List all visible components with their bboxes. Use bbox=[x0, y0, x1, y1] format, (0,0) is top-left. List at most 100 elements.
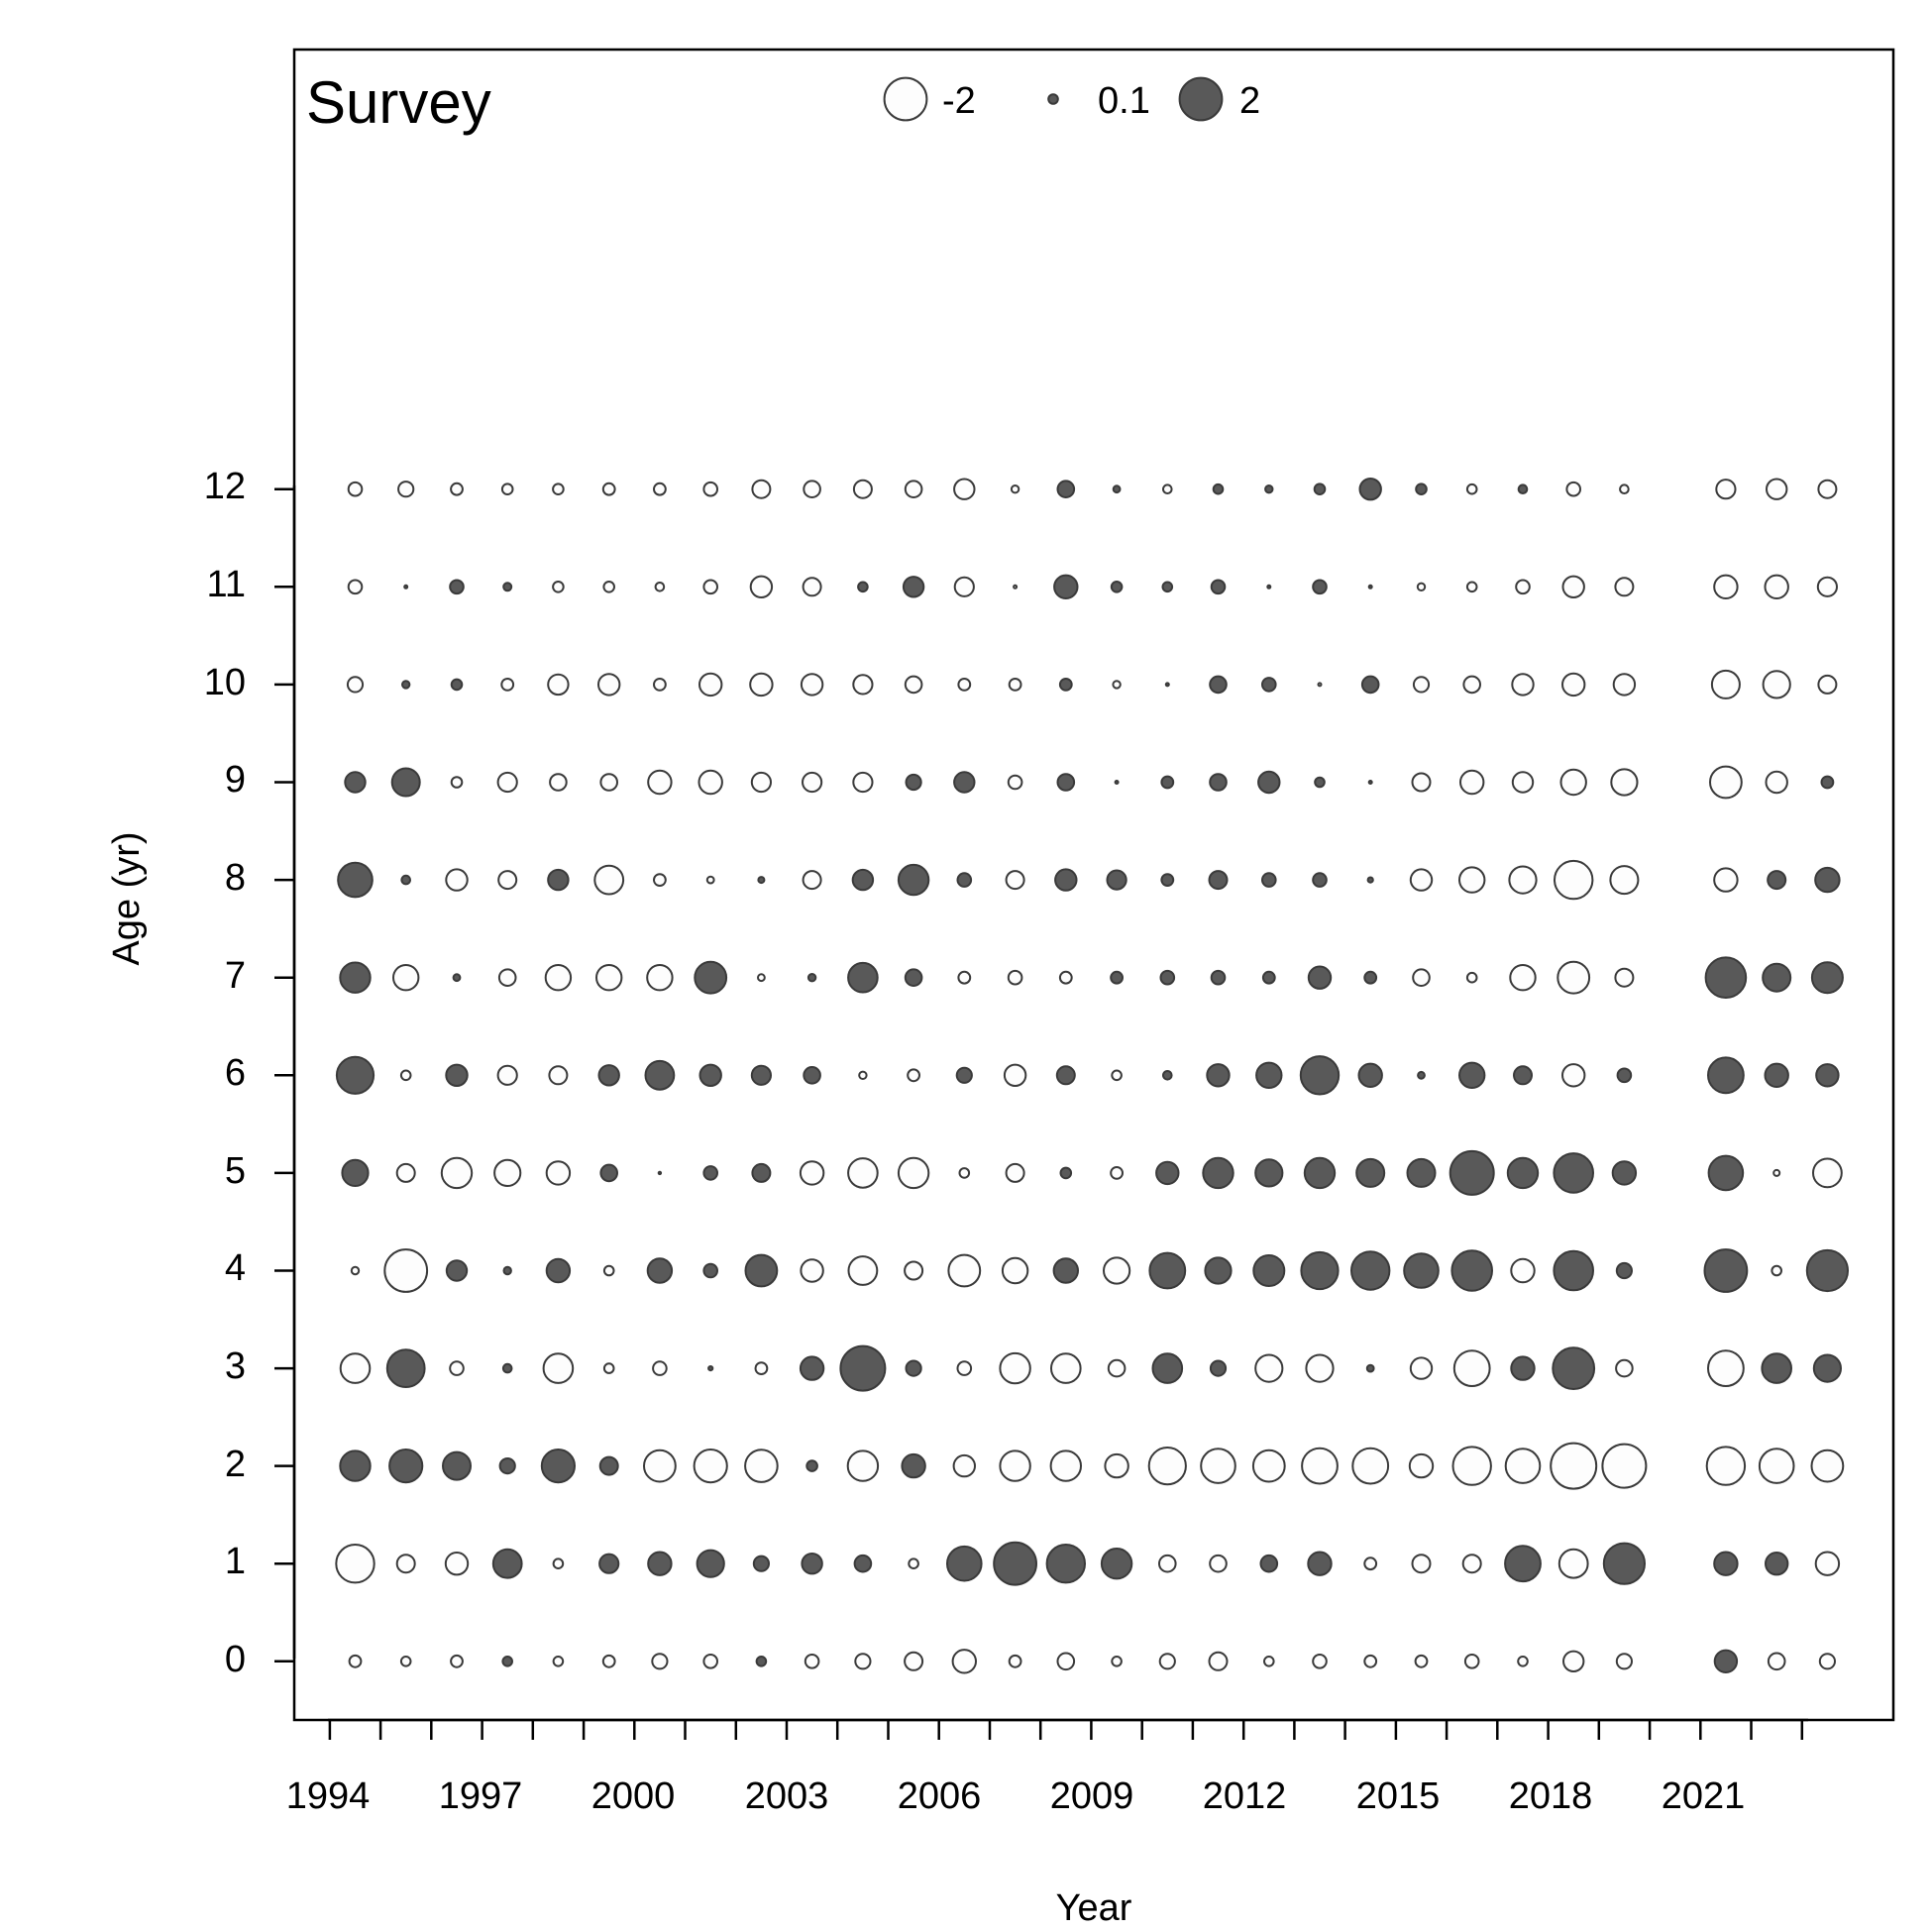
residual-bubble bbox=[858, 1070, 868, 1081]
residual-bubble bbox=[1058, 678, 1073, 692]
residual-bubble bbox=[1411, 1554, 1432, 1574]
residual-bubble bbox=[1614, 967, 1635, 988]
residual-bubble bbox=[341, 1158, 370, 1188]
residual-bubble bbox=[1210, 579, 1227, 595]
residual-bubble bbox=[348, 1654, 363, 1668]
residual-bubble bbox=[947, 1253, 982, 1288]
residual-bubble bbox=[1161, 581, 1174, 593]
residual-bubble bbox=[1713, 1551, 1739, 1576]
residual-bubble bbox=[1810, 1449, 1845, 1483]
residual-bubble bbox=[854, 1653, 872, 1670]
residual-bubble bbox=[1602, 1542, 1647, 1585]
residual-bubble bbox=[1363, 970, 1378, 985]
residual-bubble bbox=[1209, 773, 1228, 792]
residual-bubble bbox=[1506, 1156, 1540, 1190]
residual-bubble bbox=[1601, 1443, 1648, 1489]
residual-bubble bbox=[597, 673, 621, 697]
residual-bubble bbox=[1112, 680, 1122, 690]
residual-bubble bbox=[1815, 1063, 1840, 1088]
residual-bubble bbox=[502, 1265, 512, 1276]
residual-bubble bbox=[1208, 1651, 1229, 1671]
residual-bubble bbox=[1565, 481, 1581, 497]
residual-bubble bbox=[1050, 1352, 1082, 1384]
residual-bubble bbox=[1764, 1062, 1789, 1089]
residual-bubble bbox=[339, 1352, 372, 1384]
y-axis: 0 1 2 3 4 5 6 7 8 9 10 11 12 bbox=[204, 466, 296, 1680]
residual-bubble bbox=[852, 771, 874, 794]
residual-bubble bbox=[1772, 1168, 1781, 1177]
residual-bubble bbox=[1611, 1160, 1638, 1186]
residual-bubble bbox=[646, 964, 674, 992]
residual-bubble bbox=[545, 1257, 572, 1284]
residual-bubble bbox=[897, 1156, 930, 1190]
residual-bubble bbox=[955, 1066, 973, 1084]
x-tick-label: 2009 bbox=[1050, 1775, 1134, 1817]
residual-bubble bbox=[1160, 873, 1175, 887]
residual-bubble bbox=[702, 579, 719, 595]
residual-bubble bbox=[445, 1259, 469, 1282]
residual-bubble bbox=[904, 1260, 924, 1281]
residual-bubble bbox=[1707, 1349, 1745, 1387]
residual-bubble bbox=[390, 767, 421, 798]
residual-bubble bbox=[1615, 1358, 1634, 1378]
residual-bubble bbox=[1350, 1250, 1391, 1291]
residual-bubble bbox=[1110, 1166, 1124, 1180]
residual-bubble bbox=[1355, 1157, 1386, 1188]
residual-bubble bbox=[698, 769, 723, 796]
residual-bubble bbox=[347, 579, 364, 595]
residual-bubble bbox=[597, 1064, 620, 1087]
residual-bubble bbox=[1104, 1452, 1129, 1479]
residual-bubble bbox=[1367, 584, 1373, 590]
residual-bubble bbox=[705, 875, 715, 885]
residual-bubble bbox=[602, 1362, 615, 1374]
residual-bubble bbox=[1515, 579, 1531, 595]
residual-bubble bbox=[1263, 1656, 1275, 1667]
legend-symbol bbox=[1178, 76, 1224, 122]
residual-bubble bbox=[1508, 865, 1538, 895]
residual-bubble bbox=[1111, 1656, 1123, 1667]
residual-bubble bbox=[1554, 859, 1594, 901]
residual-bubble bbox=[1562, 1650, 1585, 1673]
residual-bubble bbox=[702, 481, 719, 497]
residual-bubble bbox=[1013, 584, 1019, 590]
residual-bubble bbox=[1614, 577, 1635, 597]
legend-symbol bbox=[1047, 93, 1059, 105]
residual-bubble bbox=[344, 771, 367, 794]
residual-bubble bbox=[593, 864, 625, 896]
residual-bubble bbox=[1045, 1544, 1087, 1584]
residual-bubble bbox=[450, 482, 464, 496]
residual-bubble bbox=[1561, 1063, 1586, 1088]
residual-bubble bbox=[1255, 1061, 1283, 1090]
residual-bubble bbox=[1366, 876, 1374, 884]
residual-bubble bbox=[905, 1359, 922, 1377]
residual-bubble bbox=[904, 968, 923, 988]
residual-bubble bbox=[1517, 1656, 1529, 1667]
residual-bubble bbox=[1765, 770, 1788, 795]
residual-bubble bbox=[1713, 1649, 1739, 1674]
residual-bubble bbox=[1056, 480, 1076, 499]
residual-bubble bbox=[852, 674, 874, 696]
residual-bubble bbox=[653, 678, 667, 692]
residual-bubble bbox=[444, 1552, 470, 1576]
residual-bubble bbox=[1805, 1248, 1850, 1293]
residual-bubble bbox=[595, 964, 623, 992]
residual-bubble bbox=[1112, 484, 1122, 494]
residual-bubble bbox=[1817, 479, 1838, 499]
residual-bubble bbox=[1162, 1070, 1173, 1081]
residual-bubble bbox=[1559, 768, 1587, 797]
residual-bubble bbox=[702, 1654, 719, 1669]
residual-bubble bbox=[1552, 1346, 1596, 1390]
residual-bubble bbox=[1705, 1446, 1747, 1486]
residual-bubble bbox=[1517, 483, 1529, 495]
residual-bubble bbox=[1367, 780, 1373, 785]
residual-bubble bbox=[502, 582, 513, 592]
residual-bubble bbox=[1764, 574, 1789, 599]
residual-bubble bbox=[602, 581, 616, 593]
residual-bubble bbox=[1162, 483, 1173, 495]
residual-bubble bbox=[1212, 483, 1225, 495]
residual-bubble bbox=[1103, 1256, 1131, 1285]
residual-bubble bbox=[1001, 1256, 1029, 1285]
residual-bubble bbox=[952, 1453, 976, 1478]
residual-bubble bbox=[1709, 765, 1743, 800]
